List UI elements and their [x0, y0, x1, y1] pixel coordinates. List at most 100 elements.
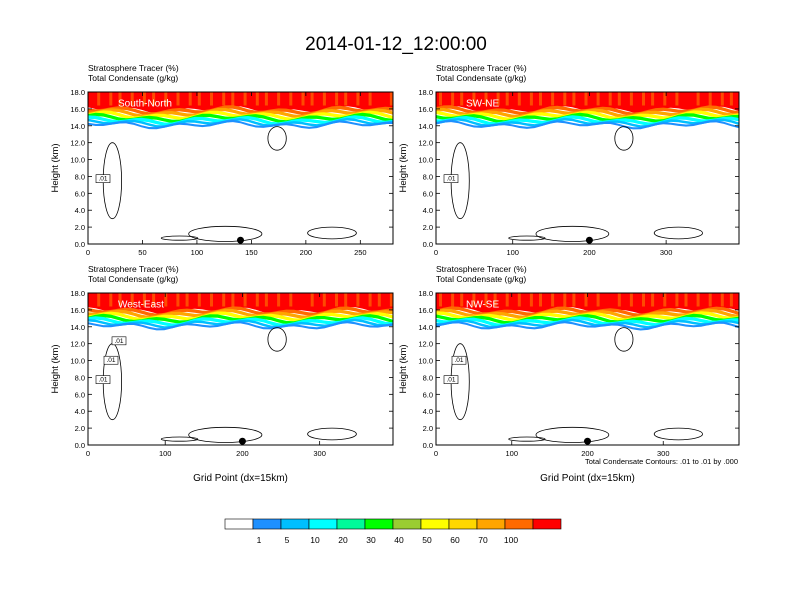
condensate-contour [267, 126, 287, 151]
tracer-streak [255, 293, 259, 307]
colorbar-swatch [224, 518, 254, 530]
colorbar-swatch [364, 518, 394, 530]
tracer-streak [608, 92, 612, 106]
colorbar-swatch [280, 518, 310, 530]
condensate-contour [614, 327, 634, 352]
panel-title-tracer: Stratosphere Tracer (%) [88, 264, 179, 274]
condensate-contour [307, 226, 357, 240]
y-tick-label: 18.0 [418, 88, 433, 97]
tracer-streak [572, 293, 576, 307]
panel-sw-ne: .01 SW-NE Stratosphere Tracer (%)Total Con… [398, 63, 740, 257]
tracer-streak [210, 293, 213, 307]
tracer-streak [344, 293, 348, 307]
y-tick-label: 16.0 [70, 105, 85, 114]
tracer-streak [505, 293, 509, 307]
tracer-streak [356, 293, 360, 307]
tracer-streak [505, 92, 509, 106]
colorbar-label: 60 [450, 535, 460, 545]
y-tick-label: 12.0 [70, 139, 85, 148]
contour-label: .01 [454, 357, 463, 364]
panel-title-condensate: Total Condensate (g/kg) [88, 274, 178, 284]
tracer-band [88, 110, 393, 122]
x-tick-label: 200 [300, 248, 313, 257]
tracer-streak [472, 293, 476, 307]
y-tick-label: 12.0 [418, 139, 433, 148]
x-tick-label: 0 [434, 248, 438, 257]
tracer-streak [708, 293, 712, 307]
tracer-streak [696, 293, 700, 307]
tracer-streak [720, 293, 724, 307]
tracer-streak [152, 293, 156, 307]
y-tick-label: 4.0 [423, 407, 433, 416]
tracer-streak [460, 293, 464, 307]
tracer-streak [231, 92, 235, 106]
tracer-streak [496, 92, 500, 106]
tracer-streak [310, 92, 314, 106]
condensate-contour [188, 225, 263, 242]
contour-label: .01 [114, 338, 123, 345]
tracer-streak [596, 293, 600, 307]
tracer-streak [164, 92, 168, 106]
y-tick-label: 18.0 [418, 289, 433, 298]
center-marker [585, 236, 593, 244]
tracer-band [88, 115, 393, 126]
tracer-streak [389, 293, 393, 307]
center-marker [238, 437, 246, 445]
y-tick-label: 0.0 [423, 441, 433, 450]
tracer-streak [322, 293, 326, 307]
tracer-band [88, 107, 393, 119]
condensate-contour [508, 235, 546, 241]
y-tick-label: 18.0 [70, 88, 85, 97]
y-tick-label: 18.0 [70, 289, 85, 298]
tracer-streak [97, 293, 101, 307]
y-tick-label: 14.0 [418, 122, 433, 131]
tracer-streak [493, 293, 497, 307]
tracer-band [436, 119, 739, 130]
colorbar-label: 30 [366, 535, 376, 545]
y-tick-label: 6.0 [423, 189, 433, 198]
plot-frame [87, 292, 394, 446]
tracer-streak [517, 92, 521, 106]
contour-footnote: Total Condensate Contours: .01 to .01 by… [585, 457, 738, 466]
contour-label: .01 [98, 377, 107, 384]
tracer-streak [322, 92, 326, 106]
colorbar-label: 10 [310, 535, 320, 545]
tracer-streak [720, 92, 724, 106]
tracer-streak [222, 92, 226, 106]
y-tick-label: 10.0 [70, 156, 85, 165]
tracer-band [436, 117, 739, 128]
tracer-streak [642, 92, 645, 106]
colorbar: 1 5 10 20 30 40 50 60 70 100 [224, 518, 562, 545]
x-tick-label: 100 [505, 449, 518, 458]
y-tick-label: 6.0 [75, 390, 85, 399]
x-tick-label: 0 [86, 248, 90, 257]
y-axis-label: Height (km) [50, 344, 61, 393]
y-tick-label: 10.0 [418, 156, 433, 165]
y-tick-label: 10.0 [70, 357, 85, 366]
tracer-streak [663, 293, 667, 307]
panel-title-tracer: Stratosphere Tracer (%) [436, 63, 527, 73]
tracer-streak [335, 92, 339, 106]
figure-title: 2014-01-12_12:00:00 [305, 34, 487, 55]
y-tick-label: 8.0 [423, 373, 433, 382]
y-tick-label: 6.0 [423, 390, 433, 399]
tracer-streak [675, 92, 679, 106]
tracer-streak [188, 92, 192, 106]
contour-label-box [443, 174, 459, 183]
panel-south-north: .01 South-North Stratosphere Tracer (%)Tot… [50, 63, 394, 257]
y-axis-label: Height (km) [398, 143, 409, 192]
tracer-streak [696, 92, 700, 106]
tracer-field [88, 92, 393, 242]
x-axis-label: Grid Point (dx=15km) [193, 473, 288, 484]
contour-label-box [95, 375, 111, 384]
y-tick-label: 0.0 [75, 441, 85, 450]
y-tick-label: 0.0 [423, 240, 433, 249]
tracer-band [88, 318, 393, 329]
colorbar-label: 70 [478, 535, 488, 545]
x-tick-label: 300 [313, 449, 326, 458]
panel-label: SW-NE [466, 98, 499, 109]
x-tick-label: 200 [581, 449, 594, 458]
tracer-streak [164, 293, 168, 307]
tracer-streak [651, 293, 655, 307]
